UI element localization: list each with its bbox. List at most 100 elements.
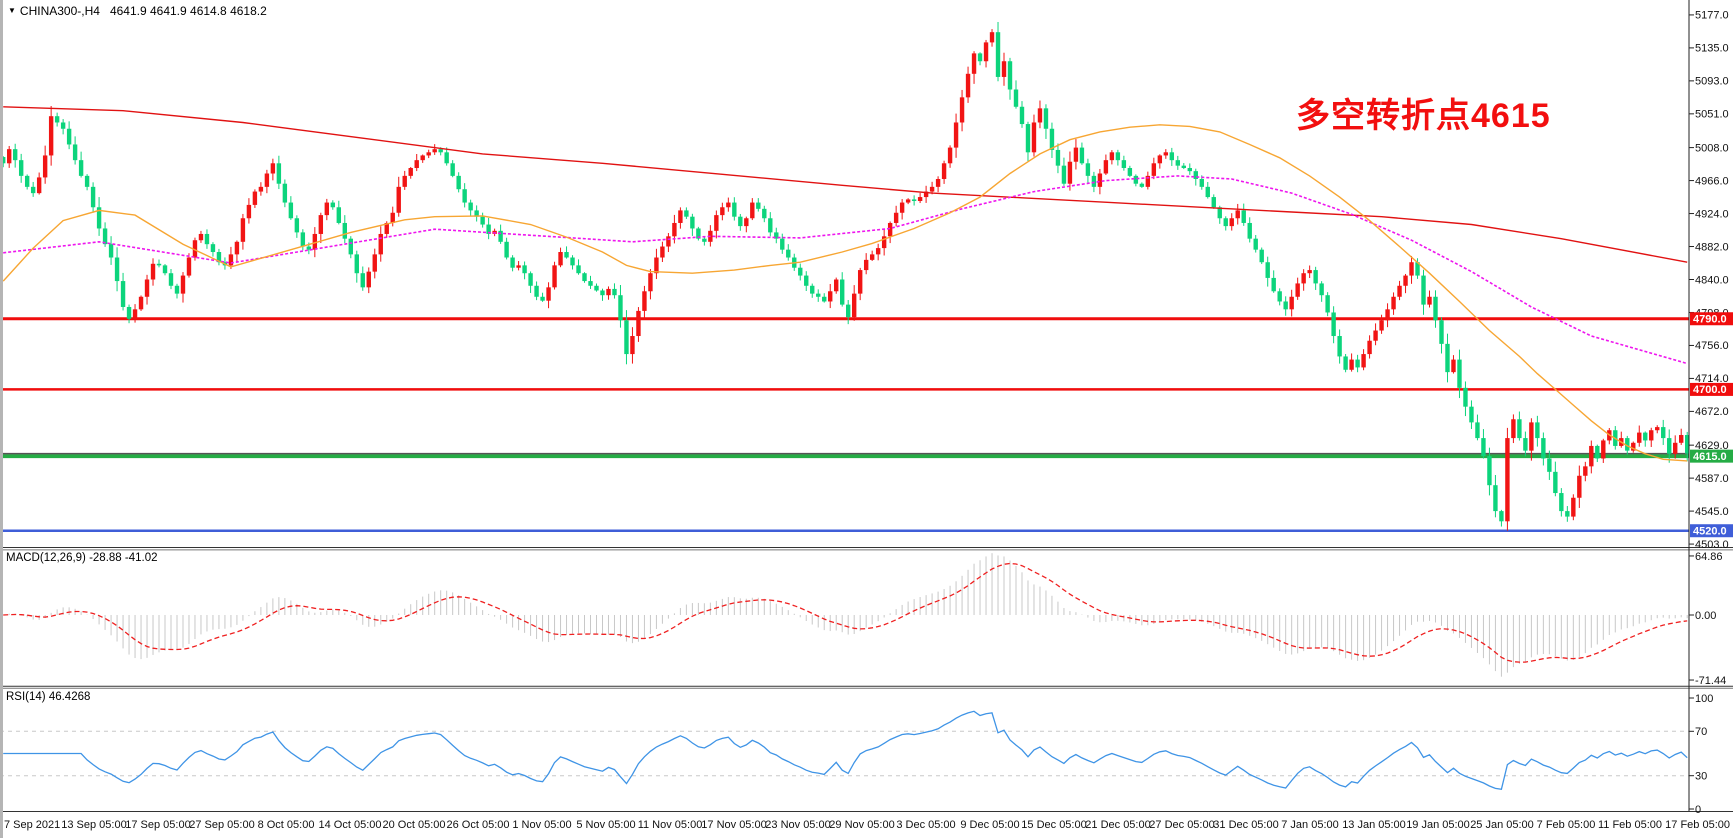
- candle-body: [300, 232, 306, 247]
- candle-body: [1121, 160, 1127, 169]
- time-axis-label: 25 Jan 05:00: [1470, 819, 1534, 831]
- rsi-tick-label: 30: [1695, 770, 1707, 782]
- candle-body: [1643, 432, 1648, 441]
- time-axis-label: 8 Oct 05:00: [258, 819, 315, 831]
- candle-body: [1661, 427, 1666, 439]
- candle-body: [869, 254, 875, 260]
- candle-body: [947, 147, 953, 164]
- candle-body: [1289, 296, 1294, 310]
- candle-body: [144, 279, 150, 297]
- candle-body: [60, 122, 66, 129]
- time-axis-label: 27 Sep 05:00: [189, 819, 254, 831]
- symbol-label: CHINA300-,H4: [19, 4, 100, 18]
- candle-body: [1373, 330, 1378, 341]
- candle-body: [558, 252, 563, 266]
- candle-body: [1139, 183, 1145, 187]
- price-tick-label: 5008.0: [1695, 142, 1729, 154]
- candle-body: [168, 273, 174, 286]
- candle-body: [1001, 61, 1007, 77]
- candle-body: [1031, 122, 1037, 153]
- price-badge: [1690, 524, 1733, 538]
- candle-body: [192, 240, 198, 258]
- candle-body: [108, 244, 114, 258]
- rsi-tick-label: 100: [1695, 693, 1713, 705]
- time-axis-label: 17 Nov 05:00: [701, 819, 766, 831]
- candle-body: [684, 210, 689, 217]
- candle-body: [935, 179, 941, 187]
- candle-body: [1283, 301, 1288, 310]
- candle-body: [1169, 152, 1175, 161]
- candle-body: [1163, 152, 1169, 156]
- candle-body: [1211, 197, 1216, 208]
- candle-body: [1349, 359, 1354, 370]
- candle-body: [324, 202, 330, 216]
- candle-body: [744, 218, 749, 227]
- candle-body: [1091, 175, 1097, 187]
- price-badge-label: 4790.0: [1693, 314, 1727, 326]
- candle-body: [360, 273, 365, 288]
- candle-body: [162, 265, 168, 274]
- candle-body: [1529, 422, 1534, 451]
- candle-body: [636, 310, 641, 337]
- candle-body: [204, 233, 210, 245]
- candle-body: [180, 275, 186, 294]
- horizontal-lines[interactable]: [0, 317, 1689, 532]
- candle-body: [624, 320, 629, 355]
- candle-body: [540, 296, 545, 301]
- candle-body: [971, 53, 977, 74]
- candle-body: [1235, 210, 1240, 219]
- candle-body: [953, 122, 959, 148]
- candle-body: [1547, 458, 1552, 472]
- candle-body: [768, 218, 773, 233]
- rsi-tick-label: 70: [1695, 726, 1707, 738]
- candle-body: [965, 73, 971, 98]
- candle-body: [1019, 106, 1025, 125]
- candle-body: [1685, 435, 1690, 454]
- candle-body: [642, 291, 647, 311]
- candle-body: [1175, 160, 1181, 166]
- candle-body: [690, 216, 695, 229]
- candle-body: [408, 168, 413, 176]
- price-tick-label: 4587.0: [1695, 473, 1729, 485]
- candle-body: [468, 202, 473, 211]
- price-badge-label: 4700.0: [1693, 384, 1727, 396]
- time-axis-label: 23 Nov 05:00: [765, 819, 830, 831]
- candle-body: [1325, 295, 1330, 313]
- candle-body: [522, 265, 527, 274]
- time-axis-label: 21 Dec 05:00: [1085, 819, 1150, 831]
- candle-body: [138, 296, 144, 310]
- candle-body: [1583, 466, 1588, 476]
- candle-body: [378, 233, 383, 255]
- candle-body: [1637, 432, 1642, 443]
- candle-body: [1361, 354, 1366, 368]
- candle-body: [983, 42, 989, 62]
- candle-body: [816, 293, 821, 297]
- candle-body: [1391, 296, 1396, 310]
- macd-histogram: [8, 553, 1688, 677]
- candle-body: [252, 191, 258, 205]
- price-tick-label: 5177.0: [1695, 10, 1729, 22]
- candle-body: [282, 183, 288, 203]
- price-badge: [1690, 449, 1733, 463]
- candle-body: [893, 212, 899, 223]
- candle-body: [516, 265, 521, 268]
- candle-body: [66, 128, 72, 145]
- candle-body: [546, 287, 551, 301]
- candle-body: [1511, 419, 1516, 439]
- candle-body: [1295, 283, 1300, 297]
- candle-body: [899, 202, 905, 213]
- candle-body: [1337, 336, 1342, 357]
- candle-body: [1649, 430, 1654, 441]
- candle-body: [756, 202, 761, 209]
- candle-body: [887, 222, 893, 237]
- candle-body: [1433, 296, 1438, 321]
- candle-body: [786, 249, 791, 258]
- candle-body: [570, 257, 575, 266]
- candle-body: [845, 304, 851, 318]
- candle-body: [1241, 210, 1246, 223]
- candle-body: [959, 97, 965, 123]
- candle-body: [1127, 168, 1133, 176]
- candle-body: [834, 279, 839, 292]
